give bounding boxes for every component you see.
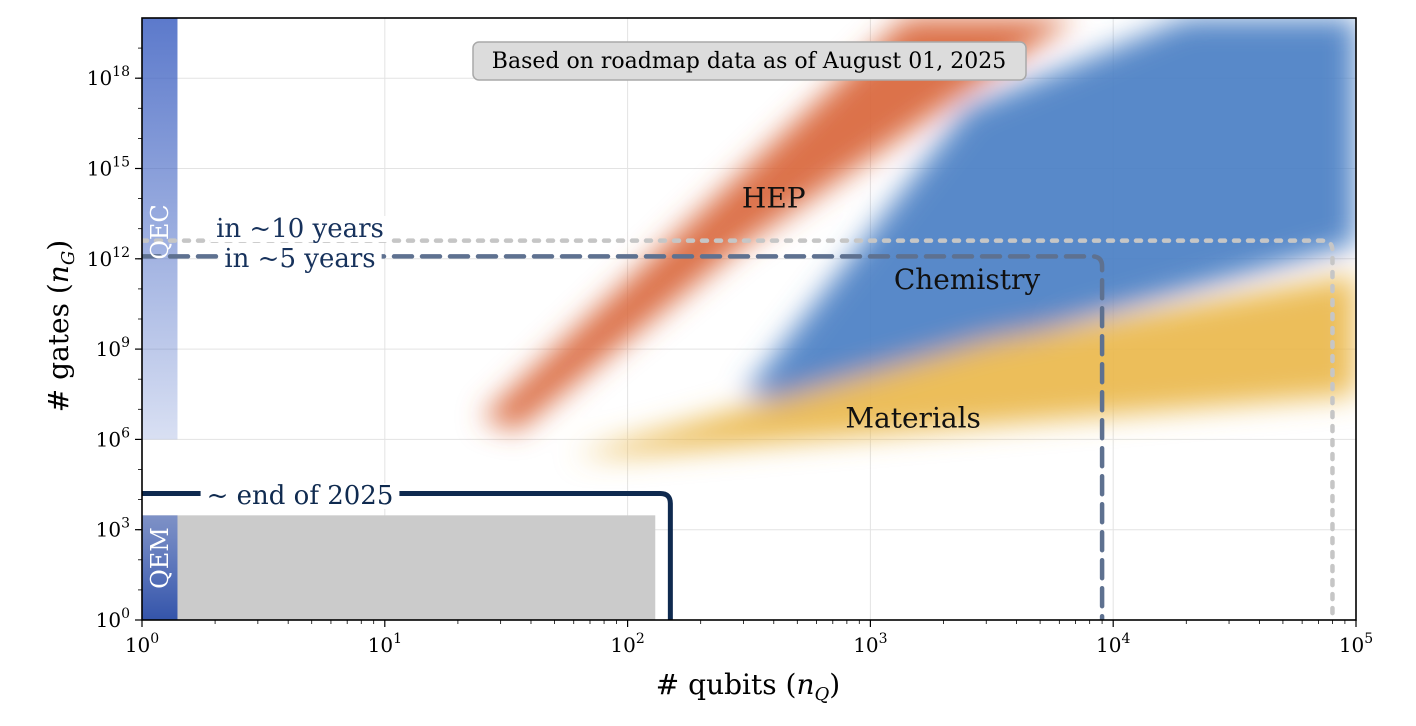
horizon-label-dashed: in ~5 years bbox=[224, 244, 375, 274]
y-tick-label: 1018 bbox=[87, 64, 130, 90]
plot-fills bbox=[142, 18, 1356, 620]
horizon-line-solid bbox=[142, 490, 673, 620]
x-tick-label: 105 bbox=[1339, 631, 1373, 657]
x-tick-label: 100 bbox=[125, 631, 159, 657]
annotation-box-bg bbox=[472, 41, 1027, 81]
y-tick-label: 100 bbox=[96, 606, 130, 632]
region-label-hep: HEP bbox=[742, 182, 806, 215]
qem-band bbox=[142, 515, 178, 620]
horizon-label-bg bbox=[210, 216, 390, 242]
x-axis-title: # qubits (nQ) bbox=[656, 668, 840, 705]
horizon-label-dotted: in ~10 years bbox=[216, 214, 384, 244]
horizon-label-bg bbox=[200, 483, 400, 509]
horizon-line-dotted bbox=[142, 238, 1335, 620]
annotation-box-text: Based on roadmap data as of August 01, 2… bbox=[492, 49, 1006, 74]
y-tick-label: 103 bbox=[96, 516, 130, 542]
y-tick-label: 106 bbox=[96, 425, 130, 451]
horizon-lines bbox=[142, 238, 1335, 620]
x-tick-label: 103 bbox=[853, 631, 887, 657]
ticks: 100 101 102 103 104 105 100 103 106 109 1012 1015 10… bbox=[87, 47, 1373, 657]
y-tick-label: 1015 bbox=[87, 155, 130, 181]
region-hep bbox=[481, 18, 1076, 431]
qec-band bbox=[142, 18, 178, 440]
x-tick-label: 104 bbox=[1096, 631, 1130, 657]
annotation-box: Based on roadmap data as of August 01, 2… bbox=[472, 41, 1027, 81]
x-tick-label: 102 bbox=[610, 631, 644, 657]
y-axis-title: # gates (nG) bbox=[42, 240, 79, 412]
x-tick-label: 101 bbox=[368, 631, 402, 657]
qem-band-label: QEM bbox=[146, 527, 174, 589]
horizon-label-solid: ~ end of 2025 bbox=[207, 481, 394, 511]
region-label-materials: Materials bbox=[845, 401, 981, 434]
region-materials bbox=[573, 274, 1356, 456]
y-tick-label: 1012 bbox=[87, 245, 130, 271]
region-chemistry bbox=[743, 18, 1356, 401]
region-label-chemistry: Chemistry bbox=[894, 263, 1041, 296]
horizon-label-bg bbox=[218, 246, 382, 272]
qec-band-label: QEC bbox=[146, 204, 174, 260]
y-tick-label: 109 bbox=[96, 335, 130, 361]
gray-region bbox=[142, 515, 656, 620]
region-labels: HEP Chemistry Materials bbox=[742, 182, 1040, 435]
horizon-line-dashed bbox=[142, 254, 1105, 620]
regions bbox=[481, 18, 1356, 456]
x-axis-title-text: # qubits ( bbox=[656, 668, 797, 701]
